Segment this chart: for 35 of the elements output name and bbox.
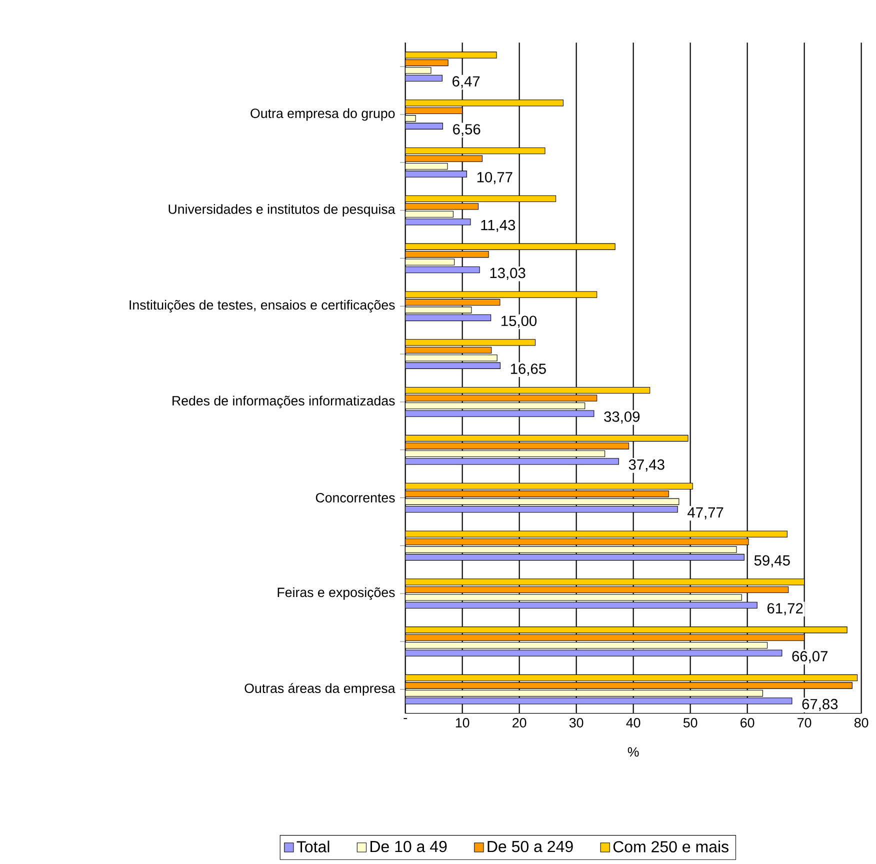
x-tick-label: 20 bbox=[512, 718, 526, 728]
x-tick-label: 10 bbox=[456, 718, 470, 728]
data-label: 6,56 bbox=[453, 124, 480, 136]
data-label: 13,03 bbox=[490, 268, 526, 280]
x-tick-label: - bbox=[404, 718, 407, 720]
x-tick-label: 40 bbox=[626, 718, 640, 728]
y-tick-label: Outra empresa do grupo bbox=[250, 108, 395, 121]
legend-label: De 50 a 249 bbox=[488, 840, 573, 852]
data-label: 33,09 bbox=[604, 412, 640, 424]
y-tick-label: Universidades e institutos de pesquisa bbox=[168, 204, 396, 217]
data-label: 6,47 bbox=[452, 76, 480, 88]
data-label: 16,65 bbox=[510, 364, 546, 376]
x-tick-label: 30 bbox=[569, 718, 584, 728]
legend-label: Total bbox=[296, 840, 330, 852]
data-label: 11,43 bbox=[481, 220, 516, 232]
y-tick-label: Outras áreas da empresa bbox=[244, 683, 396, 696]
data-label: 59,45 bbox=[754, 555, 790, 568]
data-label: 15,00 bbox=[502, 316, 537, 328]
data-label: 66,07 bbox=[792, 651, 828, 664]
data-label: 37,43 bbox=[628, 459, 664, 472]
x-tick-label: 50 bbox=[683, 718, 698, 728]
data-label: 10,77 bbox=[477, 172, 512, 184]
x-tick-label: 80 bbox=[854, 718, 868, 728]
x-tick-label: 70 bbox=[798, 718, 812, 728]
x-axis-title: % bbox=[628, 747, 639, 757]
legend-label: Com 250 e mais bbox=[613, 840, 728, 852]
data-label: 67,83 bbox=[802, 698, 838, 712]
data-label: 47,77 bbox=[688, 507, 724, 520]
y-tick-label: Instituições de testes, ensaios e certificações bbox=[130, 300, 395, 312]
y-tick-label: Redes de informações informatizadas bbox=[172, 396, 395, 408]
y-tick-label: Feiras e exposições bbox=[278, 587, 395, 600]
legend-label: De 10 a 49 bbox=[370, 840, 447, 852]
y-tick-label: Concorrentes bbox=[316, 493, 395, 502]
x-tick-label: 60 bbox=[740, 718, 754, 728]
data-label: 61,72 bbox=[767, 603, 803, 616]
